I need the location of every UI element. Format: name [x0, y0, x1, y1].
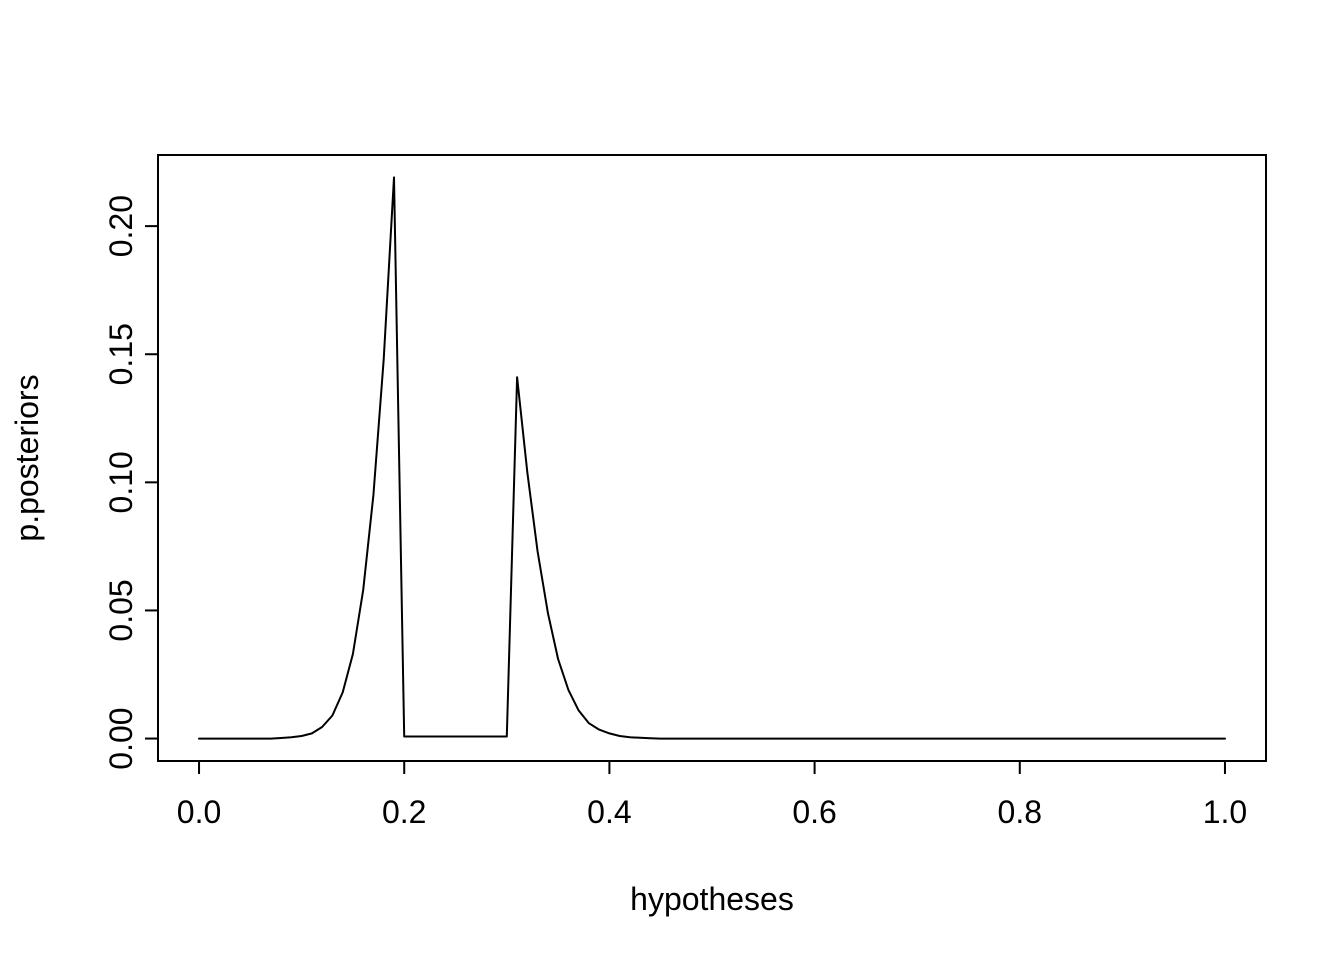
data-line: [198, 176, 1226, 740]
x-tick-label: 0.2: [382, 794, 426, 830]
x-axis-label: hypotheses: [630, 881, 794, 917]
x-tick-label: 0.4: [587, 794, 631, 830]
y-tick-label: 0.20: [103, 195, 139, 257]
y-tick-label: 0.05: [103, 579, 139, 641]
x-tick-label: 0.8: [998, 794, 1042, 830]
x-tick-label: 1.0: [1203, 794, 1247, 830]
y-axis: 0.00 0.05 0.10 0.15 0.20: [103, 195, 158, 770]
x-tick-label: 0.0: [177, 794, 221, 830]
x-tick-label: 0.6: [792, 794, 836, 830]
y-axis-label: p.posteriors: [9, 374, 45, 541]
x-axis: 0.0 0.2 0.4 0.6 0.8 1.0: [177, 761, 1247, 830]
y-tick-label: 0.10: [103, 451, 139, 513]
y-tick-label: 0.00: [103, 707, 139, 769]
plot-box: [157, 154, 1267, 762]
y-tick-label: 0.15: [103, 323, 139, 385]
